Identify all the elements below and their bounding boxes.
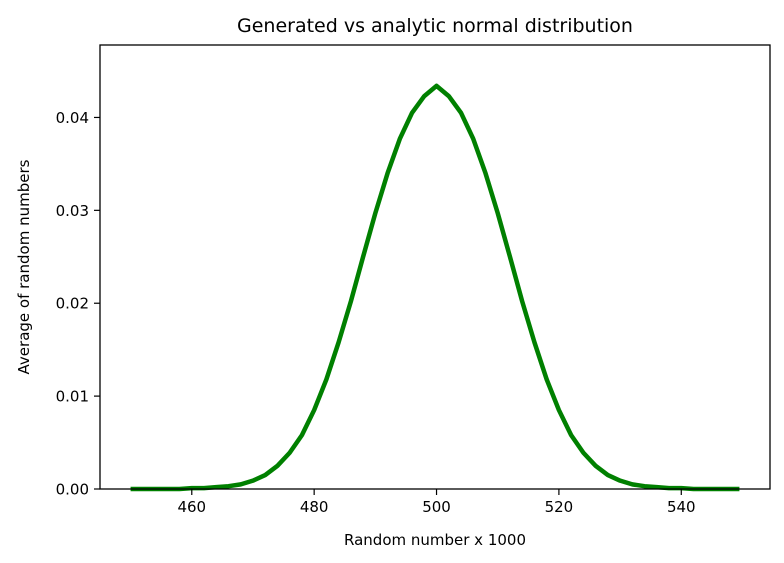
- x-tick-label: 480: [300, 498, 329, 516]
- x-axis-label: Random number x 1000: [344, 531, 526, 549]
- x-axis-ticks: 460 480 500 520 540: [177, 489, 696, 516]
- y-axis-ticks: 0.00 0.01 0.02 0.03 0.04: [56, 109, 100, 499]
- plot-area: [130, 83, 740, 492]
- x-tick-label: 520: [545, 498, 574, 516]
- chart-title: Generated vs analytic normal distributio…: [237, 15, 633, 37]
- x-tick-label: 500: [422, 498, 451, 516]
- series-line-0: [130, 83, 740, 492]
- plot-frame: [99, 44, 771, 490]
- y-tick-label: 0.04: [56, 109, 89, 127]
- y-tick-label: 0.01: [56, 388, 89, 406]
- y-tick-label: 0.00: [56, 481, 89, 499]
- x-tick-label: 540: [667, 498, 696, 516]
- y-tick-label: 0.02: [56, 295, 89, 313]
- y-tick-label: 0.03: [56, 202, 89, 220]
- y-axis-label: Average of random numbers: [15, 159, 33, 374]
- x-tick-label: 460: [177, 498, 206, 516]
